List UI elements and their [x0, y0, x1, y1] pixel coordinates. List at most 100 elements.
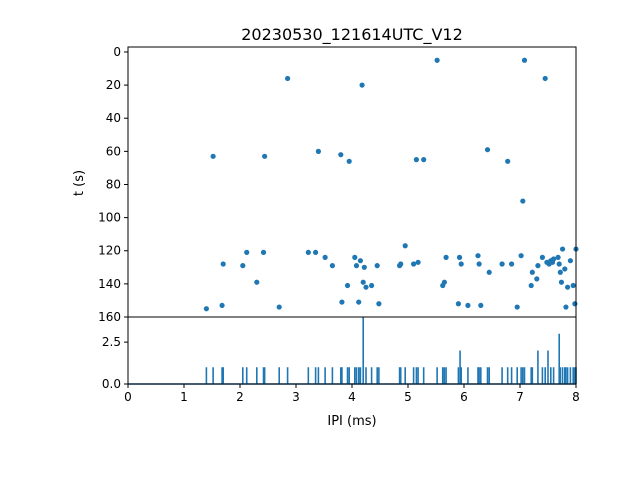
- scatter-point: [210, 153, 216, 159]
- y-tick-label: 2.5: [102, 335, 121, 349]
- x-tick-label: 1: [180, 390, 188, 404]
- scatter-point: [520, 198, 526, 204]
- scatter-point: [563, 304, 569, 310]
- scatter-point: [305, 249, 311, 255]
- scatter-point: [559, 246, 566, 252]
- scatter-point: [484, 147, 491, 153]
- scatter-point: [476, 261, 482, 267]
- scatter-point: [411, 261, 417, 267]
- scatter-point: [254, 279, 260, 285]
- scatter-point: [413, 157, 419, 163]
- scatter-point: [499, 261, 505, 267]
- scatter-point: [521, 57, 528, 63]
- scatter-point: [434, 57, 440, 63]
- y-tick-label: 40: [106, 111, 121, 125]
- scatter-point: [505, 158, 511, 164]
- scatter-point: [529, 269, 535, 275]
- y-tick-label: 80: [106, 177, 121, 191]
- scatter-point: [509, 261, 515, 267]
- scatter-point: [535, 263, 541, 269]
- scatter-point: [322, 254, 328, 260]
- scatter-point: [455, 301, 461, 307]
- scatter-point: [276, 304, 282, 310]
- scatter-point: [528, 282, 534, 289]
- scatter-point: [441, 279, 447, 285]
- scatter-point: [262, 153, 268, 159]
- chart-title: 20230530_121614UTC_V12: [241, 25, 463, 45]
- x-tick-label: 0: [124, 390, 132, 404]
- x-tick-label: 8: [572, 390, 580, 404]
- scatter-point: [514, 304, 520, 310]
- scatter-point: [363, 284, 369, 290]
- x-axis-label: IPI (ms): [327, 414, 376, 429]
- scatter-point: [486, 269, 492, 275]
- scatter-point: [539, 254, 546, 260]
- scatter-point: [260, 249, 267, 255]
- scatter-point: [534, 276, 540, 282]
- scatter-point: [376, 301, 382, 307]
- scatter-point: [458, 261, 464, 267]
- scatter-point: [421, 157, 427, 163]
- scatter-point: [565, 284, 571, 290]
- y-tick-label: 160: [98, 310, 121, 324]
- scatter-point: [374, 263, 380, 269]
- x-tick-label: 6: [460, 390, 468, 404]
- scatter-point: [244, 249, 250, 255]
- y-tick-label: 140: [98, 277, 121, 291]
- x-tick-label: 2: [236, 390, 244, 404]
- y-tick-label: 0.0: [102, 377, 121, 391]
- scatter-point: [315, 148, 321, 154]
- x-tick-label: 3: [292, 390, 300, 404]
- scatter-point: [415, 259, 421, 265]
- scatter-point: [443, 254, 449, 260]
- scatter-point: [475, 253, 481, 259]
- scatter-point: [220, 261, 226, 267]
- scatter-panel: 0 20 40 60 80 100 120 140 160: [98, 45, 579, 324]
- scatter-point: [339, 299, 345, 305]
- scatter-point: [402, 243, 408, 249]
- scatter-point: [555, 254, 561, 260]
- scatter-point: [556, 261, 562, 267]
- scatter-point: [456, 254, 463, 260]
- histogram-panel: 0.0 2.5 0 1 2 3 4 5 6 7 8: [102, 316, 580, 404]
- scatter-point: [465, 302, 471, 309]
- scatter-point: [353, 263, 360, 269]
- scatter-point: [361, 264, 367, 270]
- scatter-point: [572, 301, 578, 307]
- x-tick-label: 7: [516, 390, 524, 404]
- scatter-point: [219, 302, 225, 309]
- scatter-point: [329, 263, 335, 269]
- scatter-point: [557, 269, 563, 275]
- y-tick-label: 0: [113, 45, 121, 59]
- x-tick-label: 4: [348, 390, 356, 404]
- scatter-point: [285, 75, 291, 82]
- y-tick-label: 60: [106, 144, 121, 158]
- scatter-point: [360, 279, 366, 285]
- scatter-point: [478, 302, 484, 309]
- scatter-point: [346, 158, 352, 164]
- y-tick-label: 120: [98, 244, 121, 258]
- y-tick-label: 100: [98, 211, 121, 225]
- scatter-point: [356, 299, 362, 305]
- scatter-point: [518, 253, 524, 259]
- scatter-point: [570, 282, 576, 289]
- y-axis-label: t (s): [72, 170, 87, 196]
- scatter-point: [567, 258, 574, 264]
- y-tick-label: 20: [106, 78, 121, 92]
- scatter-point: [558, 279, 565, 285]
- scatter-point: [369, 282, 375, 289]
- scatter-point: [203, 306, 209, 312]
- scatter-point: [359, 82, 365, 88]
- scatter-point: [344, 282, 351, 289]
- scatter-point: [398, 261, 404, 267]
- x-tick-label: 5: [404, 390, 412, 404]
- scatter-point: [313, 249, 319, 255]
- scatter-point: [338, 152, 344, 158]
- scatter-point: [542, 75, 548, 82]
- scatter-point: [352, 254, 358, 260]
- scatter-point: [357, 258, 363, 264]
- scatter-point: [240, 263, 246, 269]
- scatter-point: [551, 256, 557, 262]
